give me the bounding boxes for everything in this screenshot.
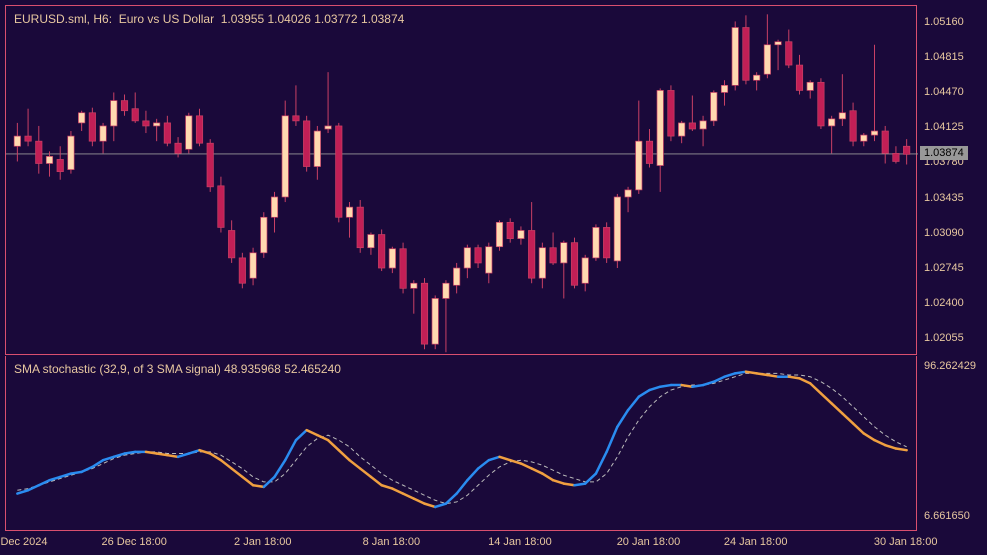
ohlc-o: 1.03955: [221, 12, 264, 26]
ohlc-h: 1.04026: [267, 12, 310, 26]
ind-name: SMA stochastic: [14, 362, 96, 376]
price-ytick: 1.02400: [924, 297, 964, 309]
indicator-ytick: 6.661650: [924, 510, 970, 522]
ohlc-l: 1.03772: [314, 12, 357, 26]
ohlc-c: 1.03874: [361, 12, 404, 26]
stochastic-chart[interactable]: [6, 356, 918, 531]
price-ytick: 1.03090: [924, 227, 964, 239]
time-xtick: 26 Dec 18:00: [101, 536, 166, 548]
time-xtick: 20 Jan 18:00: [617, 536, 681, 548]
chart-container: EURUSD.sml, H6: Euro vs US Dollar 1.0395…: [0, 0, 987, 555]
price-ytick: 1.04125: [924, 121, 964, 133]
time-xtick: 2 Jan 18:00: [234, 536, 292, 548]
price-ytick: 1.04815: [924, 51, 964, 63]
candlestick-chart[interactable]: [6, 6, 918, 356]
ind-params: (32,9, of 3 SMA signal): [99, 362, 220, 376]
indicator-ytick: 96.262429: [924, 360, 976, 372]
chart-title: EURUSD.sml, H6: Euro vs US Dollar 1.0395…: [14, 12, 404, 26]
time-xtick: 14 Jan 18:00: [488, 536, 552, 548]
price-ytick: 1.05160: [924, 16, 964, 28]
price-ytick: 1.03435: [924, 192, 964, 204]
time-xtick: 8 Jan 18:00: [363, 536, 421, 548]
time-xtick: 19 Dec 2024: [0, 536, 48, 548]
desc-text: Euro vs US Dollar: [119, 12, 214, 26]
time-xtick: 24 Jan 18:00: [724, 536, 788, 548]
symbol-text: EURUSD.sml: [14, 12, 87, 26]
indicator-title: SMA stochastic (32,9, of 3 SMA signal) 4…: [14, 362, 341, 376]
time-xtick: 30 Jan 18:00: [874, 536, 938, 548]
indicator-panel[interactable]: SMA stochastic (32,9, of 3 SMA signal) 4…: [5, 356, 917, 531]
price-ytick: 1.02745: [924, 262, 964, 274]
price-panel[interactable]: EURUSD.sml, H6: Euro vs US Dollar 1.0395…: [5, 5, 917, 355]
ind-val2: 52.465240: [284, 362, 341, 376]
price-ytick: 1.04470: [924, 86, 964, 98]
price-ytick: 1.02055: [924, 332, 964, 344]
ind-val1: 48.935968: [224, 362, 281, 376]
current-price-tag: 1.03874: [920, 146, 968, 160]
timeframe-text: H6: [93, 12, 108, 26]
